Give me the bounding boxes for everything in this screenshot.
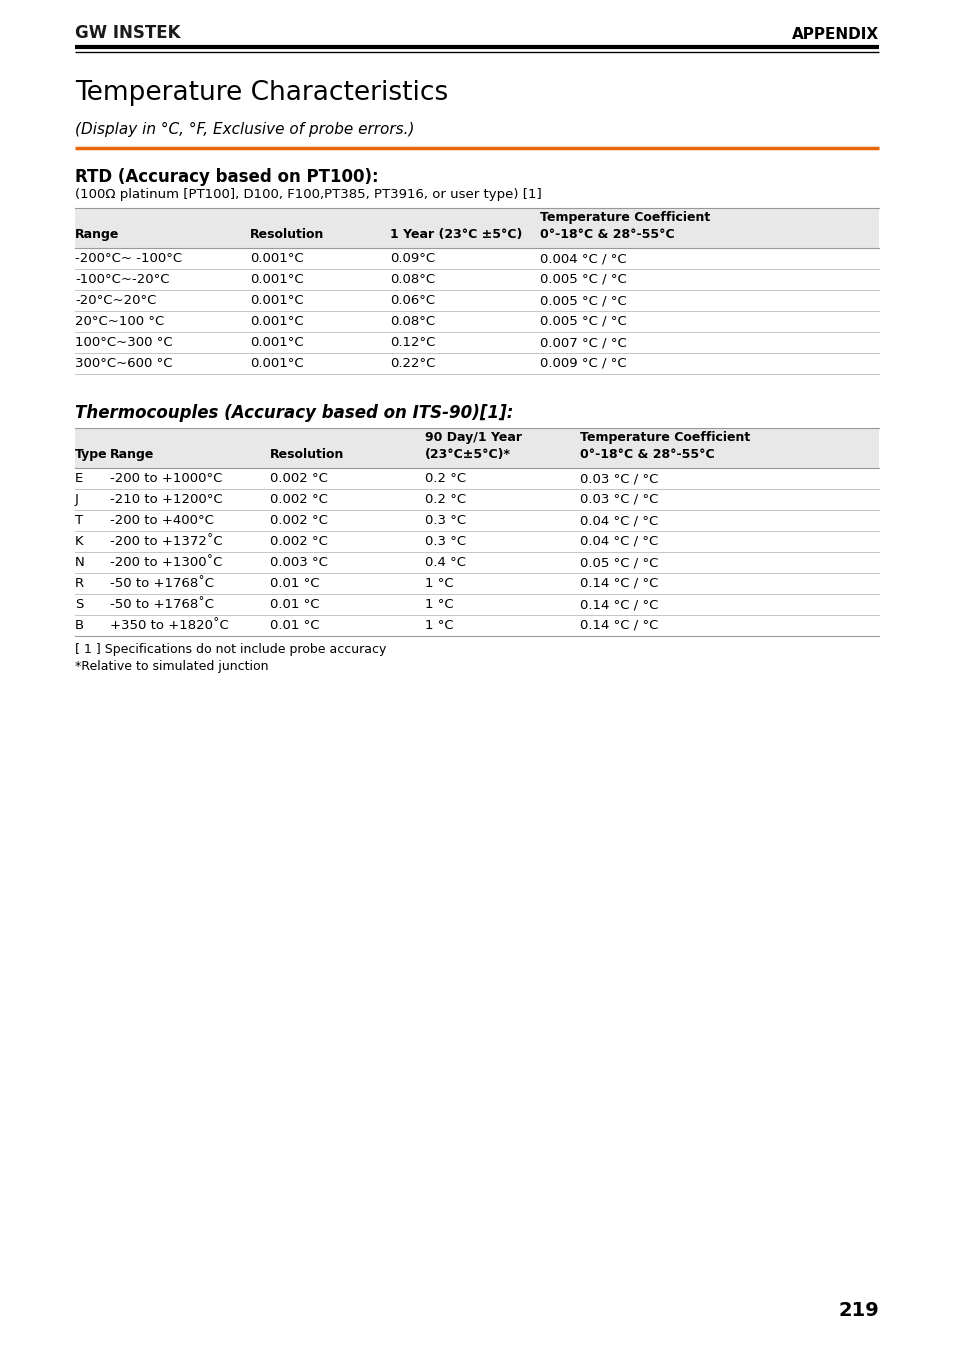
Text: [ 1 ] Specifications do not include probe accuracy: [ 1 ] Specifications do not include prob… (75, 643, 386, 656)
Text: -50 to +1768˚C: -50 to +1768˚C (110, 576, 213, 590)
Text: 0.001°C: 0.001°C (250, 336, 303, 350)
Text: 0.002 °C: 0.002 °C (270, 535, 328, 548)
Text: 0.12°C: 0.12°C (390, 336, 435, 350)
Text: -210 to +1200°C: -210 to +1200°C (110, 493, 222, 506)
Text: 0.08°C: 0.08°C (390, 315, 435, 328)
Text: T: T (75, 514, 83, 526)
Text: N: N (75, 556, 85, 568)
Text: 0.005 °C / °C: 0.005 °C / °C (539, 294, 626, 306)
Text: APPENDIX: APPENDIX (791, 27, 878, 42)
Text: 0.09°C: 0.09°C (390, 252, 435, 265)
Text: 0.003 °C: 0.003 °C (270, 556, 328, 568)
Text: -100°C~-20°C: -100°C~-20°C (75, 273, 170, 286)
Text: 100°C~300 °C: 100°C~300 °C (75, 336, 172, 350)
Text: 1 Year (23°C ±5°C): 1 Year (23°C ±5°C) (390, 228, 522, 242)
Text: Temperature Coefficient: Temperature Coefficient (539, 211, 709, 224)
Text: 0.009 °C / °C: 0.009 °C / °C (539, 356, 626, 370)
Text: R: R (75, 576, 84, 590)
Text: *Relative to simulated junction: *Relative to simulated junction (75, 660, 268, 674)
Text: 0.001°C: 0.001°C (250, 252, 303, 265)
Text: 219: 219 (838, 1301, 878, 1320)
Text: 0.2 °C: 0.2 °C (424, 493, 466, 506)
Text: 0.005 °C / °C: 0.005 °C / °C (539, 315, 626, 328)
Text: 0.03 °C / °C: 0.03 °C / °C (579, 493, 658, 506)
Text: 0.14 °C / °C: 0.14 °C / °C (579, 620, 658, 632)
Text: 90 Day/1 Year: 90 Day/1 Year (424, 431, 521, 444)
Text: 0.001°C: 0.001°C (250, 273, 303, 286)
Text: (23°C±5°C)*: (23°C±5°C)* (424, 448, 511, 460)
Text: 0.007 °C / °C: 0.007 °C / °C (539, 336, 626, 350)
Text: 0.001°C: 0.001°C (250, 294, 303, 306)
Text: 0°-18°C & 28°-55°C: 0°-18°C & 28°-55°C (579, 448, 714, 460)
Text: 0.4 °C: 0.4 °C (424, 556, 465, 568)
Text: 0.2 °C: 0.2 °C (424, 472, 466, 485)
Text: 300°C~600 °C: 300°C~600 °C (75, 356, 172, 370)
Text: -20°C~20°C: -20°C~20°C (75, 294, 156, 306)
Text: 0.05 °C / °C: 0.05 °C / °C (579, 556, 658, 568)
Text: 20°C~100 °C: 20°C~100 °C (75, 315, 164, 328)
Text: 0.01 °C: 0.01 °C (270, 598, 319, 612)
Text: -200°C~ -100°C: -200°C~ -100°C (75, 252, 182, 265)
Text: 0.001°C: 0.001°C (250, 356, 303, 370)
Text: 0.06°C: 0.06°C (390, 294, 435, 306)
Text: 0.04 °C / °C: 0.04 °C / °C (579, 514, 658, 526)
Text: 0.08°C: 0.08°C (390, 273, 435, 286)
Text: 0.01 °C: 0.01 °C (270, 576, 319, 590)
Text: (Display in °C, °F, Exclusive of probe errors.): (Display in °C, °F, Exclusive of probe e… (75, 122, 414, 136)
Text: 0.22°C: 0.22°C (390, 356, 435, 370)
Text: 0.14 °C / °C: 0.14 °C / °C (579, 576, 658, 590)
Text: 1 °C: 1 °C (424, 598, 453, 612)
Text: 0.002 °C: 0.002 °C (270, 514, 328, 526)
Text: 0.01 °C: 0.01 °C (270, 620, 319, 632)
Text: 0.002 °C: 0.002 °C (270, 472, 328, 485)
Text: GW INSTEK: GW INSTEK (75, 24, 180, 42)
Text: Resolution: Resolution (270, 448, 344, 460)
Text: Type: Type (75, 448, 108, 460)
Text: 1 °C: 1 °C (424, 576, 453, 590)
Text: Range: Range (75, 228, 119, 242)
Text: 0.002 °C: 0.002 °C (270, 493, 328, 506)
Text: 0.005 °C / °C: 0.005 °C / °C (539, 273, 626, 286)
Text: (100Ω platinum [PT100], D100, F100,PT385, PT3916, or user type) [1]: (100Ω platinum [PT100], D100, F100,PT385… (75, 188, 541, 201)
Text: 1 °C: 1 °C (424, 620, 453, 632)
Text: J: J (75, 493, 79, 506)
Bar (75, 428, 878, 468)
Text: -200 to +1300˚C: -200 to +1300˚C (110, 556, 222, 568)
Text: 0.03 °C / °C: 0.03 °C / °C (579, 472, 658, 485)
Text: -200 to +400°C: -200 to +400°C (110, 514, 213, 526)
Text: 0.001°C: 0.001°C (250, 315, 303, 328)
Bar (75, 208, 878, 248)
Text: Temperature Characteristics: Temperature Characteristics (75, 80, 448, 107)
Text: 0.14 °C / °C: 0.14 °C / °C (579, 598, 658, 612)
Text: -200 to +1372˚C: -200 to +1372˚C (110, 535, 222, 548)
Text: S: S (75, 598, 83, 612)
Text: Thermocouples (Accuracy based on ITS-90)[1]:: Thermocouples (Accuracy based on ITS-90)… (75, 404, 513, 423)
Text: 0.004 °C / °C: 0.004 °C / °C (539, 252, 626, 265)
Text: Resolution: Resolution (250, 228, 324, 242)
Text: K: K (75, 535, 84, 548)
Text: 0°-18°C & 28°-55°C: 0°-18°C & 28°-55°C (539, 228, 674, 242)
Text: 0.04 °C / °C: 0.04 °C / °C (579, 535, 658, 548)
Text: -200 to +1000°C: -200 to +1000°C (110, 472, 222, 485)
Text: B: B (75, 620, 84, 632)
Text: Temperature Coefficient: Temperature Coefficient (579, 431, 749, 444)
Text: 0.3 °C: 0.3 °C (424, 514, 466, 526)
Text: Range: Range (110, 448, 154, 460)
Text: +350 to +1820˚C: +350 to +1820˚C (110, 620, 229, 632)
Text: E: E (75, 472, 83, 485)
Text: 0.3 °C: 0.3 °C (424, 535, 466, 548)
Text: RTD (Accuracy based on PT100):: RTD (Accuracy based on PT100): (75, 167, 378, 186)
Text: -50 to +1768˚C: -50 to +1768˚C (110, 598, 213, 612)
